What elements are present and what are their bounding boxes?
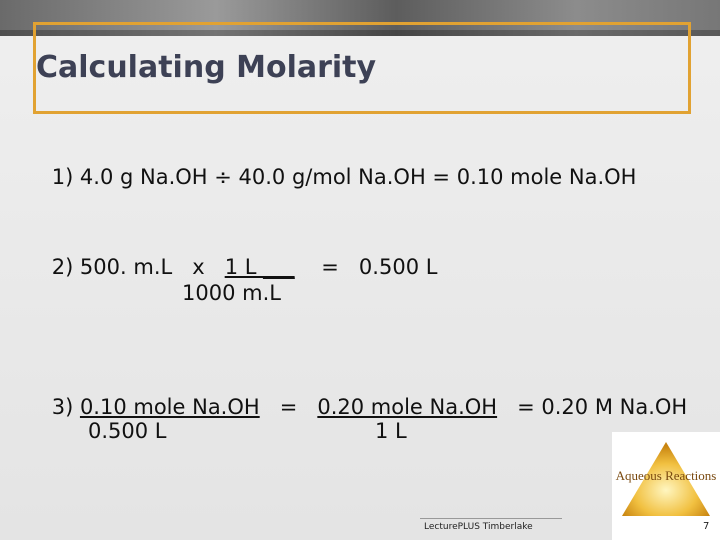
step-text: =	[259, 395, 318, 419]
badge-icon	[622, 442, 710, 516]
header-band	[0, 0, 720, 36]
step: 3) 0.10 mole Na.OH = 0.20 mole Na.OH = 0…	[25, 371, 688, 443]
step: 2) 500. m.L x 1 L ___ = 0.500 L	[25, 231, 438, 303]
denominator: 1000 m.L	[182, 281, 281, 305]
step-text: 0.20 mole Na.OH	[317, 395, 498, 419]
page-number: 7	[703, 521, 710, 532]
slide-title: Calculating Molarity	[36, 50, 377, 85]
badge: Aqueous Reactions	[612, 432, 720, 540]
step-text: 2) 500. m.L x	[51, 255, 225, 279]
step-text: 1) 4.0 g Na.OH ÷ 40.0 g/mol Na.OH = 0.10…	[51, 165, 637, 189]
header-shade	[0, 30, 720, 36]
denominator: 0.500 L	[88, 419, 167, 443]
badge-text: Aqueous Reactions	[615, 468, 717, 483]
step: 1) 4.0 g Na.OH ÷ 40.0 g/mol Na.OH = 0.10…	[25, 141, 637, 213]
step-text: = 0.500 L	[294, 255, 438, 279]
step-text: 3)	[51, 395, 80, 419]
footer: LecturePLUS Timberlake	[424, 522, 533, 532]
triangle	[622, 442, 710, 516]
footer-rule	[420, 518, 562, 519]
step-text: = 0.20 M Na.OH	[497, 395, 688, 419]
step-text: 0.10 mole Na.OH	[79, 395, 260, 419]
title-frame	[33, 22, 691, 114]
denominator: 1 L	[375, 419, 407, 443]
step-text: 1 L ___	[224, 255, 295, 279]
